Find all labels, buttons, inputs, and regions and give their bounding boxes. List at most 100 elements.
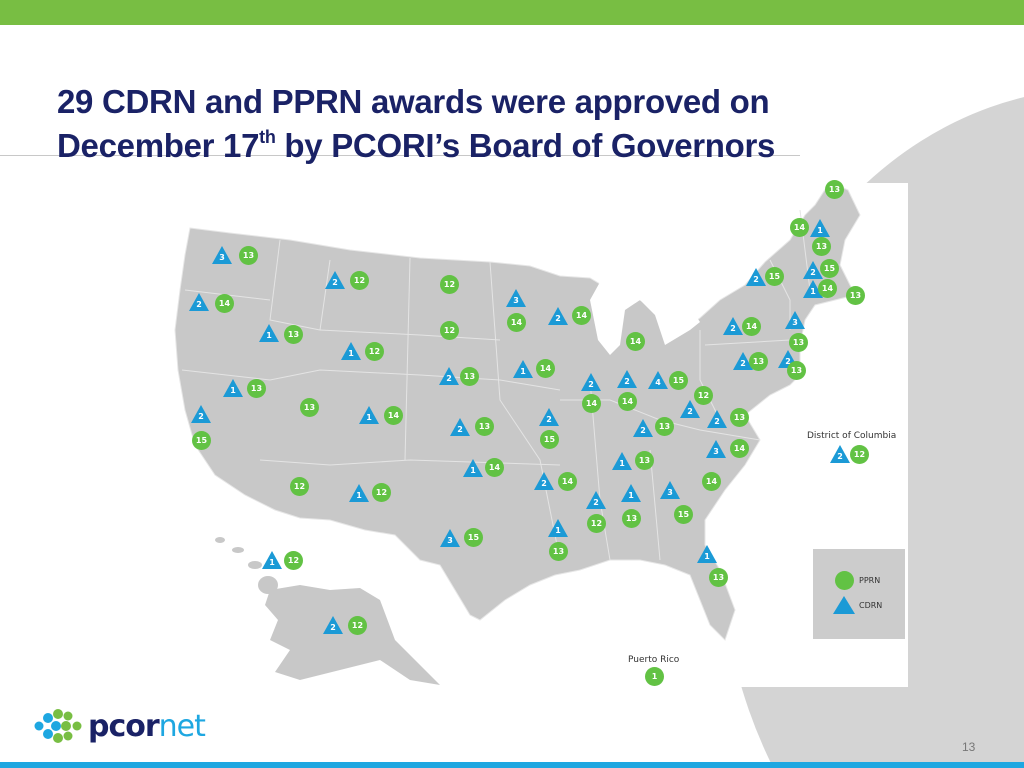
pprn-circle-marker: 13	[709, 568, 728, 587]
pprn-circle-marker: 13	[749, 352, 768, 371]
cdrn-marker-count: 1	[348, 349, 354, 358]
cdrn-triangle-marker: 2	[586, 491, 606, 509]
cdrn-marker-count: 2	[588, 380, 594, 389]
cdrn-triangle-marker: 1	[259, 324, 279, 342]
pprn-circle-marker: 14	[742, 317, 761, 336]
page-number: 13	[962, 740, 976, 754]
pprn-circle-marker: 14	[572, 306, 591, 325]
cdrn-triangle-marker: 2	[707, 410, 727, 428]
cdrn-marker-count: 2	[785, 357, 791, 366]
top-accent-bar	[0, 0, 1024, 25]
pprn-circle-marker: 12	[348, 616, 367, 635]
pprn-circle-marker: 12	[284, 551, 303, 570]
cdrn-triangle-marker: 1	[341, 342, 361, 360]
cdrn-triangle-marker: 2	[450, 418, 470, 436]
pprn-circle-marker: 14	[818, 279, 837, 298]
pprn-circle-marker: 13	[284, 325, 303, 344]
cdrn-marker-count: 2	[546, 415, 552, 424]
great-lakes	[540, 258, 700, 355]
cdrn-triangle-marker: 2	[581, 373, 601, 391]
pprn-circle-marker: 14	[702, 472, 721, 491]
cdrn-triangle-marker: 2	[189, 293, 209, 311]
slide-title: 29 CDRN and PPRN awards were approved on…	[57, 80, 957, 168]
cdrn-marker-count: 1	[520, 367, 526, 376]
hawaii-island	[248, 561, 262, 569]
cdrn-triangle-marker: 1	[612, 452, 632, 470]
cdrn-triangle-marker: 3	[212, 246, 232, 264]
cdrn-marker-count: 2	[640, 426, 646, 435]
pprn-circle-marker: 13	[789, 333, 808, 352]
hawaii-island	[232, 547, 244, 553]
pprn-circle-marker: 15	[674, 505, 693, 524]
pprn-circle-marker: 15	[540, 430, 559, 449]
cdrn-triangle-marker: 2	[830, 445, 850, 463]
contiguous-us-landmass	[174, 181, 861, 641]
pprn-circle-marker: 13	[239, 246, 258, 265]
cdrn-marker-count: 3	[219, 253, 225, 262]
pprn-circle-icon	[835, 571, 854, 590]
pprn-circle-marker: 14	[582, 394, 601, 413]
cdrn-triangle-marker: 2	[723, 317, 743, 335]
pprn-circle-marker: 12	[372, 483, 391, 502]
pprn-circle-marker: 13	[475, 417, 494, 436]
cdrn-triangle-marker: 2	[325, 271, 345, 289]
cdrn-triangle-marker: 2	[617, 370, 637, 388]
cdrn-marker-count: 1	[810, 287, 816, 296]
pprn-circle-marker: 15	[765, 267, 784, 286]
cdrn-triangle-marker: 2	[439, 367, 459, 385]
alaska-landmass	[265, 585, 440, 685]
cdrn-marker-count: 1	[470, 466, 476, 475]
title-superscript: th	[259, 127, 276, 147]
cdrn-marker-count: 2	[810, 268, 816, 277]
pprn-circle-marker: 15	[464, 528, 483, 547]
title-line-1: 29 CDRN and PPRN awards were approved on	[57, 83, 770, 120]
cdrn-triangle-marker: 3	[440, 529, 460, 547]
cdrn-triangle-marker: 2	[803, 261, 823, 279]
cdrn-marker-count: 1	[704, 552, 710, 561]
pprn-circle-marker: 15	[820, 259, 839, 278]
title-line-2-pre: December 17	[57, 127, 260, 164]
pprn-circle-marker: 13	[549, 542, 568, 561]
cdrn-marker-count: 2	[593, 498, 599, 507]
pprn-circle-marker: 15	[669, 371, 688, 390]
pprn-circle-marker: 12	[440, 321, 459, 340]
cdrn-triangle-marker: 2	[539, 408, 559, 426]
cdrn-triangle-marker: 2	[191, 405, 211, 423]
pprn-circle-marker: 15	[192, 431, 211, 450]
pprn-circle-marker: 14	[618, 392, 637, 411]
hawaii-island	[215, 537, 225, 543]
pprn-circle-marker: 14	[536, 359, 555, 378]
pprn-circle-marker: 12	[350, 271, 369, 290]
cdrn-marker-count: 1	[817, 226, 823, 235]
cdrn-triangle-marker: 2	[323, 616, 343, 634]
cdrn-triangle-marker: 1	[513, 360, 533, 378]
pprn-circle-marker: 13	[622, 509, 641, 528]
pprn-circle-marker: 13	[655, 417, 674, 436]
cdrn-marker-count: 2	[714, 417, 720, 426]
cdrn-marker-count: 2	[555, 314, 561, 323]
cdrn-triangle-marker: 2	[548, 307, 568, 325]
cdrn-marker-count: 2	[624, 377, 630, 386]
pcornet-logo: pcornet	[34, 708, 206, 744]
pprn-circle-marker: 13	[247, 379, 266, 398]
cdrn-marker-count: 3	[513, 296, 519, 305]
cdrn-marker-count: 2	[330, 623, 336, 632]
pprn-circle-marker: 14	[507, 313, 526, 332]
cdrn-marker-count: 2	[457, 425, 463, 434]
cdrn-triangle-marker: 2	[633, 419, 653, 437]
pcornet-wordmark: pcornet	[88, 708, 206, 744]
cdrn-marker-count: 1	[269, 558, 275, 567]
legend-cdrn-label: CDRN	[859, 601, 883, 610]
cdrn-marker-count: 1	[628, 491, 634, 500]
pprn-circle-marker: 1	[645, 667, 664, 686]
pprn-circle-marker: 14	[384, 406, 403, 425]
pprn-circle-marker: 12	[850, 445, 869, 464]
pprn-circle-marker: 13	[635, 451, 654, 470]
cdrn-marker-count: 2	[837, 452, 843, 461]
pprn-circle-marker: 14	[558, 472, 577, 491]
pcornet-molecule-icon	[34, 709, 82, 743]
pprn-circle-marker: 14	[215, 294, 234, 313]
cdrn-marker-count: 2	[753, 275, 759, 284]
cdrn-triangle-marker: 2	[534, 472, 554, 490]
